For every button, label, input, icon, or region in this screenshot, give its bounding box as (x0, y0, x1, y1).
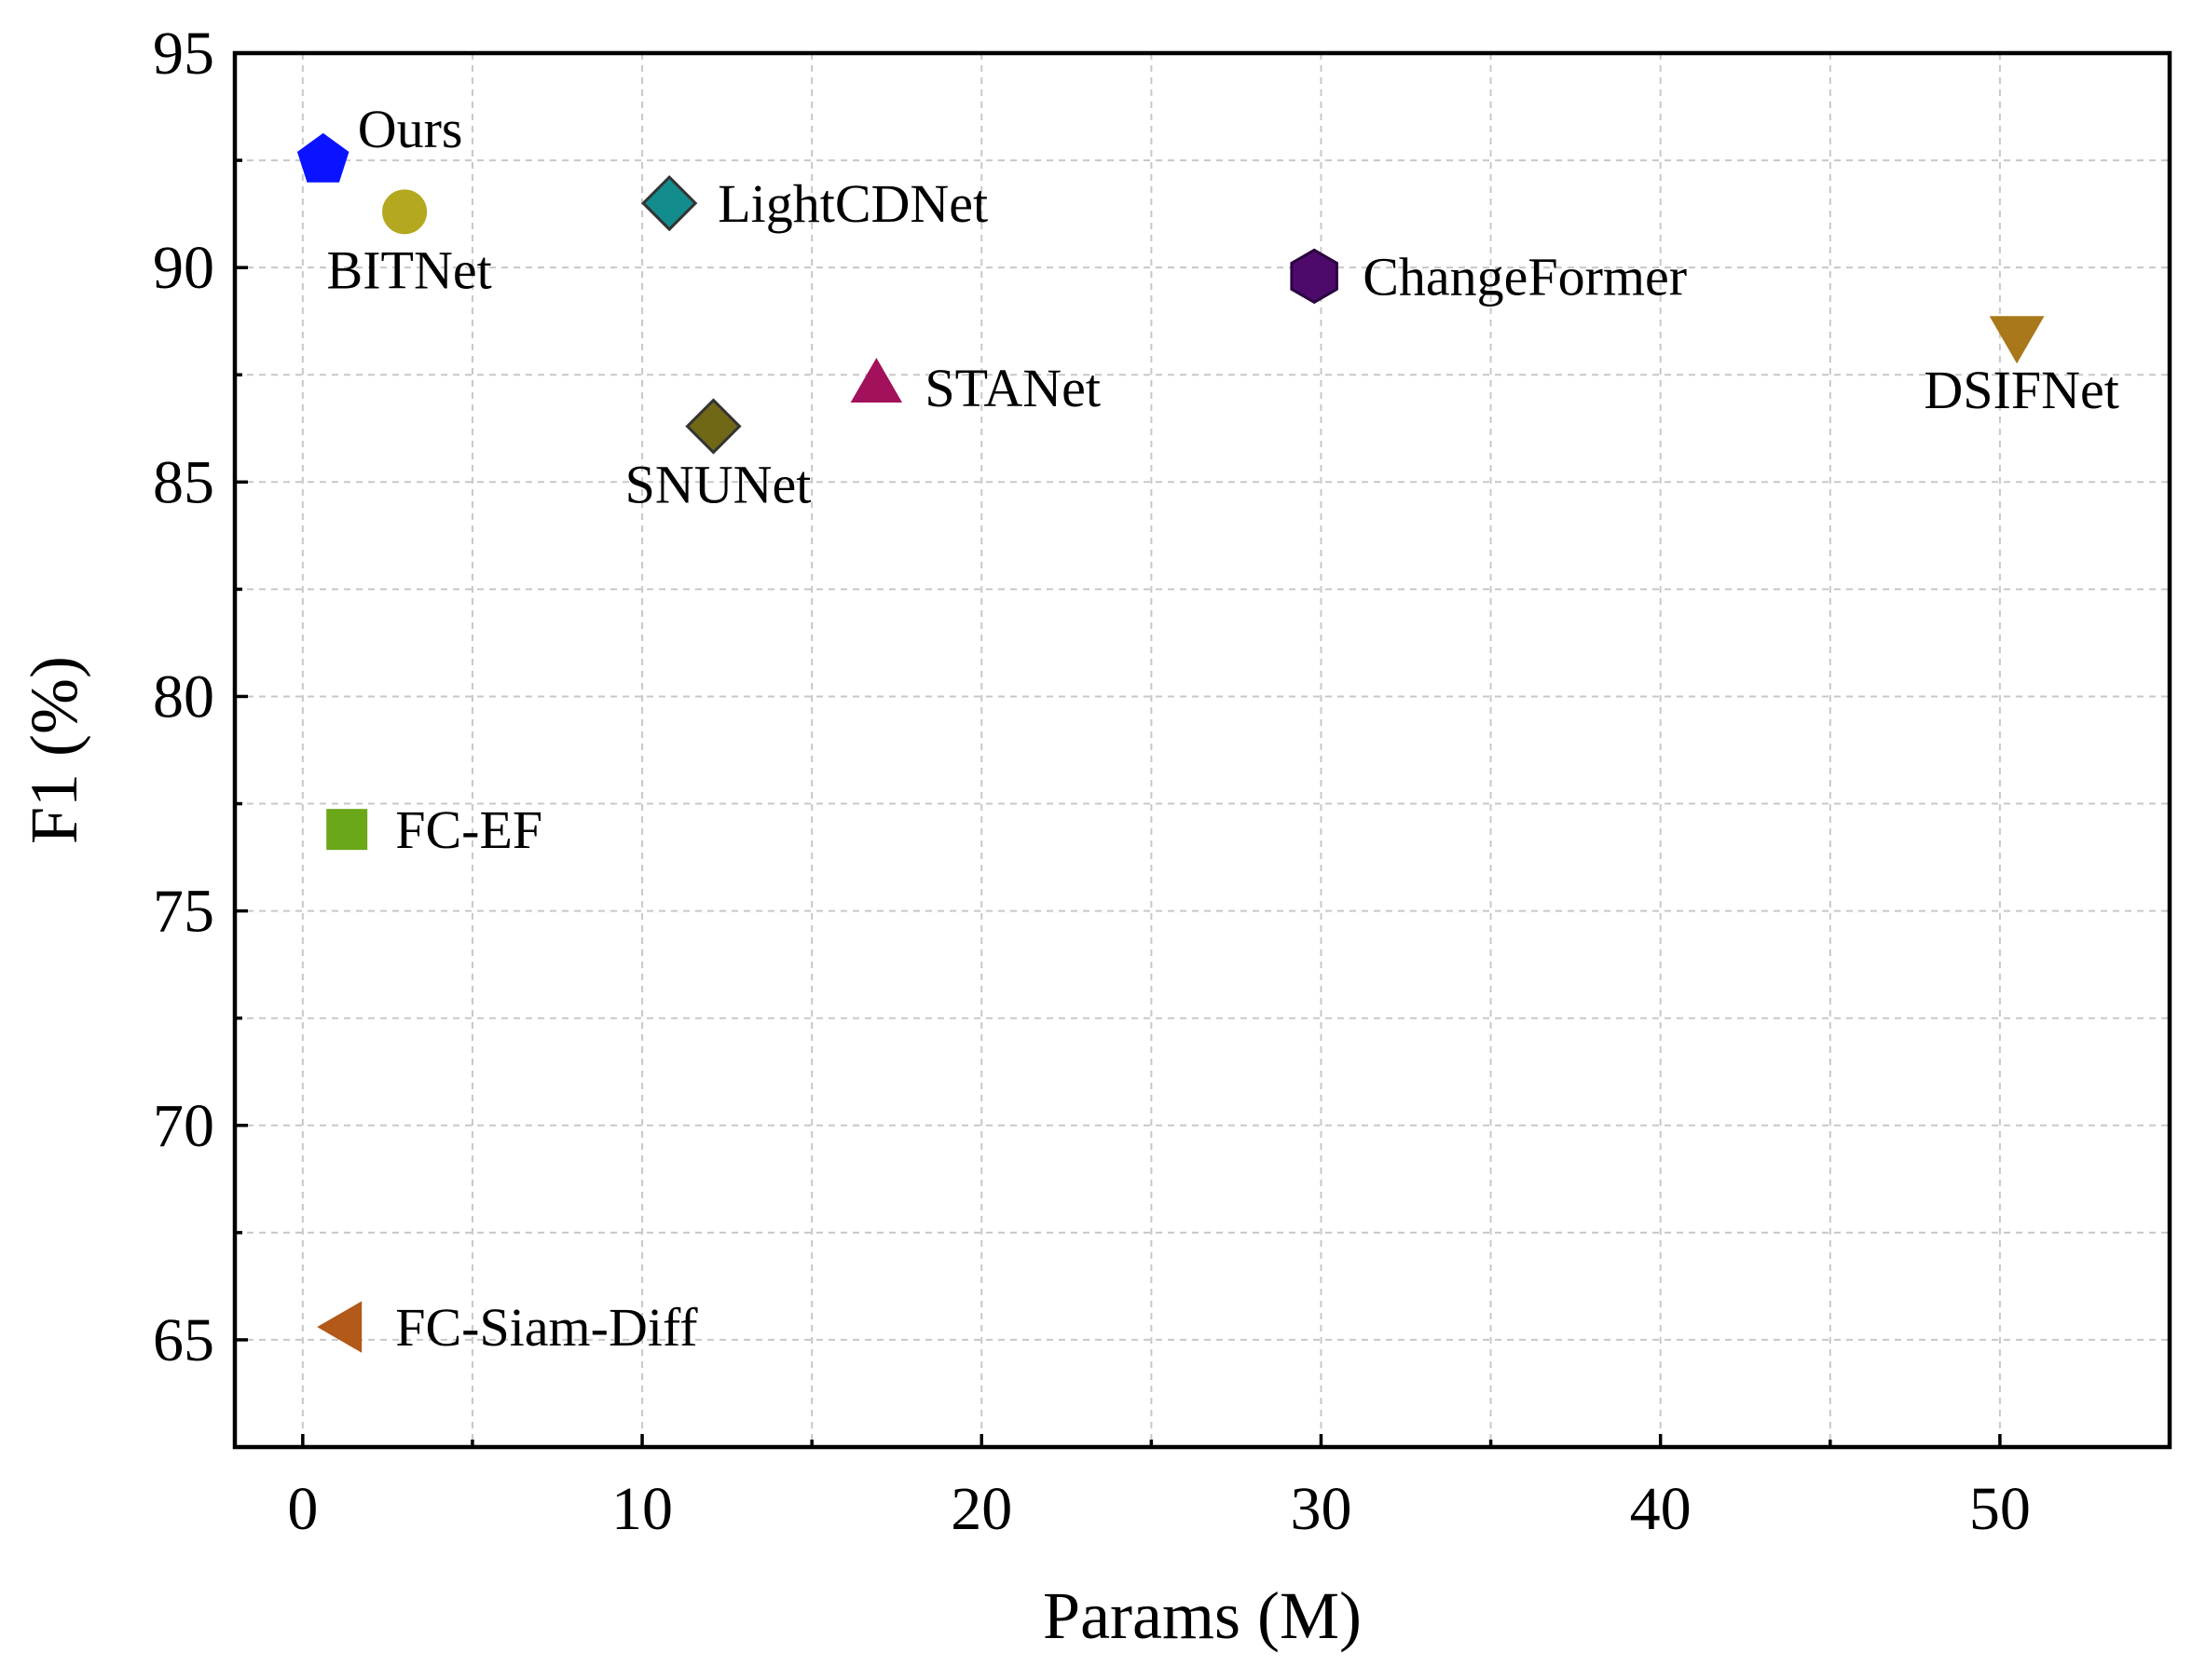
data-point-changeformer: ChangeFormer (1290, 246, 1687, 307)
y-tick-label: 90 (153, 234, 214, 302)
x-tick-label: 10 (611, 1475, 673, 1543)
y-tick-label: 65 (153, 1306, 214, 1374)
fc-siam-diff-marker (317, 1301, 363, 1353)
changeformer-marker (1290, 248, 1338, 305)
data-point-bitnet: BITNet (327, 189, 492, 300)
x-tick-label: 30 (1290, 1475, 1351, 1543)
bitnet-marker (382, 189, 428, 235)
x-tick-label: 50 (1969, 1475, 2031, 1543)
grid-lines (235, 53, 2170, 1447)
point-label-ours: Ours (358, 99, 463, 159)
fc-ef-marker (326, 809, 368, 851)
x-tick-label: 20 (951, 1475, 1012, 1543)
x-tick-label: 0 (287, 1475, 318, 1543)
point-label-lightcdnet: LightCDNet (718, 173, 988, 234)
data-point-dsifnet: DSIFNet (1924, 316, 2119, 420)
point-label-changeformer: ChangeFormer (1363, 246, 1687, 307)
y-tick-label: 95 (153, 20, 214, 88)
y-tick-label: 70 (153, 1092, 214, 1160)
plot-frame (232, 50, 2172, 1450)
x-axis-title: Params (M) (1043, 1578, 1362, 1653)
data-point-fc-ef: FC-EF (326, 799, 542, 860)
data-points: Ours BITNet LightCDNet ChangeFormer DSIFNet S… (296, 99, 2119, 1358)
data-point-snunet: SNUNet (625, 398, 812, 514)
snunet-marker (685, 398, 742, 455)
ours-marker (296, 132, 349, 183)
dsifnet-marker (1989, 316, 2045, 364)
point-label-fc-siam-diff: FC-Siam-Diff (395, 1297, 698, 1358)
stanet-marker (850, 357, 903, 403)
point-label-dsifnet: DSIFNet (1924, 360, 2118, 420)
lightcdnet-marker (641, 174, 698, 232)
point-label-stanet: STANet (925, 358, 1101, 418)
point-label-bitnet: BITNet (327, 239, 492, 300)
point-label-fc-ef: FC-EF (395, 799, 542, 860)
y-axis-title: F1 (%) (17, 656, 91, 844)
data-point-fc-siam-diff: FC-Siam-Diff (317, 1297, 698, 1358)
point-label-snunet: SNUNet (625, 454, 812, 514)
data-point-lightcdnet: LightCDNet (641, 173, 988, 234)
data-point-stanet: STANet (850, 357, 1101, 418)
data-point-ours: Ours (296, 99, 463, 183)
x-tick-label: 40 (1630, 1475, 1692, 1543)
tick-labels: 0 10 20 30 40 50 65 70 75 80 85 90 95 (153, 20, 2031, 1543)
y-tick-label: 80 (153, 662, 214, 731)
y-tick-label: 75 (153, 878, 214, 946)
y-tick-label: 85 (153, 448, 214, 516)
